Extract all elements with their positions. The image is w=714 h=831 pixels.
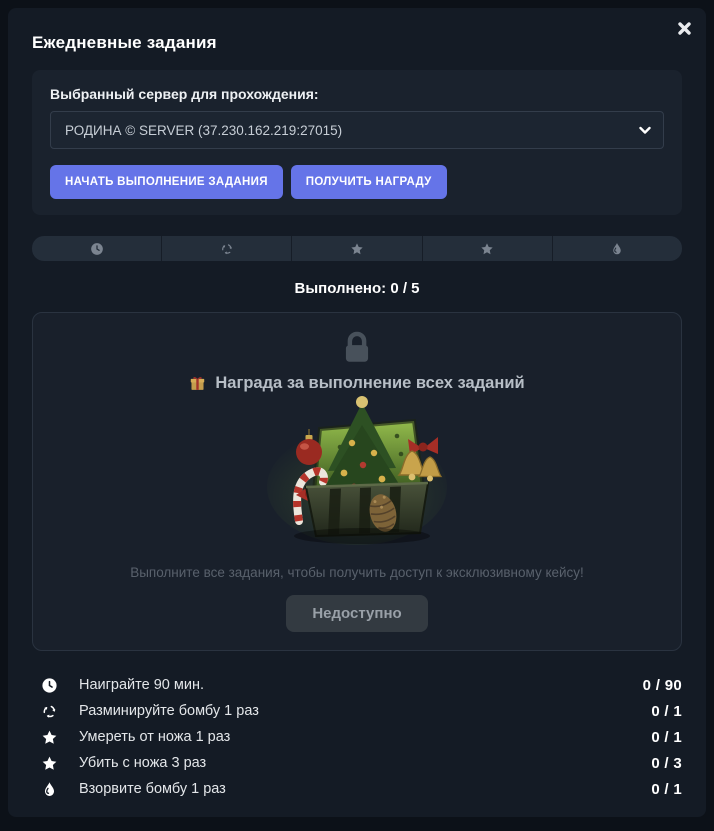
- lock-icon: [338, 329, 376, 367]
- server-select[interactable]: РОДИНА © SERVER (37.230.162.219:27015): [50, 111, 664, 149]
- reward-case-image: [262, 395, 452, 545]
- clock-icon: [41, 677, 58, 694]
- server-panel: Выбранный сервер для прохождения: РОДИНА…: [32, 70, 682, 215]
- clock-icon: [90, 242, 104, 256]
- server-actions: НАЧАТЬ ВЫПОЛНЕНИЕ ЗАДАНИЯ ПОЛУЧИТЬ НАГРА…: [50, 165, 664, 199]
- recycle-defuse-icon: [41, 703, 58, 720]
- task-label: Взорвите бомбу 1 раз: [79, 781, 226, 797]
- task-progress: 0 / 1: [651, 702, 682, 720]
- task-progress: 0 / 90: [642, 676, 682, 694]
- server-select-value: РОДИНА © SERVER (37.230.162.219:27015): [65, 122, 343, 138]
- star-icon: [350, 242, 364, 256]
- reward-title: Награда за выполнение всех заданий: [215, 374, 525, 392]
- flame-icon: [41, 781, 58, 798]
- task-progress: 0 / 1: [651, 728, 682, 746]
- christmas-case-illustration: [267, 396, 447, 545]
- reward-note: Выполните все задания, чтобы получить до…: [130, 565, 584, 580]
- close-x-glyph: [677, 21, 691, 35]
- tab-playtime[interactable]: [32, 236, 163, 261]
- close-icon[interactable]: [674, 18, 694, 38]
- tab-knife-death[interactable]: [292, 236, 423, 261]
- progress-label: Выполнено:: [294, 280, 387, 297]
- star-icon: [41, 755, 58, 772]
- task-label: Умереть от ножа 1 раз: [79, 729, 231, 745]
- tab-defuse[interactable]: [162, 236, 293, 261]
- unavailable-button[interactable]: Недоступно: [286, 595, 428, 632]
- task-label: Разминируйте бомбу 1 раз: [79, 703, 259, 719]
- task-tabs: [32, 236, 682, 261]
- flame-icon: [610, 242, 624, 256]
- tab-bomb[interactable]: [553, 236, 682, 261]
- task-row-knife-kill: Убить с ножа 3 раз 0 / 3: [32, 750, 682, 776]
- gift-icon: [191, 377, 205, 390]
- tab-knife-kill[interactable]: [423, 236, 553, 261]
- claim-reward-button[interactable]: ПОЛУЧИТЬ НАГРАДУ: [290, 165, 447, 199]
- progress-counter: Выполнено: 0 / 5: [8, 280, 706, 297]
- reward-title-row: Награда за выполнение всех заданий: [189, 374, 525, 393]
- task-row-knife-death: Умереть от ножа 1 раз 0 / 1: [32, 724, 682, 750]
- task-progress: 0 / 3: [651, 754, 682, 772]
- chevron-down-icon: [639, 123, 651, 138]
- page-title: Ежедневные задания: [32, 33, 217, 52]
- recycle-defuse-icon: [220, 242, 234, 256]
- server-select-label: Выбранный сервер для прохождения:: [50, 86, 319, 102]
- start-task-button[interactable]: НАЧАТЬ ВЫПОЛНЕНИЕ ЗАДАНИЯ: [50, 165, 283, 199]
- reward-panel: Награда за выполнение всех заданий: [32, 312, 682, 651]
- task-label: Наиграйте 90 мин.: [79, 677, 204, 693]
- task-list: Наиграйте 90 мин. 0 / 90 Разминируйте бо…: [32, 672, 682, 802]
- star-icon: [41, 729, 58, 746]
- daily-tasks-modal: Ежедневные задания Выбранный сервер для …: [8, 8, 706, 817]
- task-row-playtime: Наиграйте 90 мин. 0 / 90: [32, 672, 682, 698]
- progress-value: 0 / 5: [390, 280, 420, 297]
- task-label: Убить с ножа 3 раз: [79, 755, 207, 771]
- star-icon: [480, 242, 494, 256]
- task-row-defuse: Разминируйте бомбу 1 раз 0 / 1: [32, 698, 682, 724]
- task-progress: 0 / 1: [651, 780, 682, 798]
- task-row-bomb: Взорвите бомбу 1 раз 0 / 1: [32, 776, 682, 802]
